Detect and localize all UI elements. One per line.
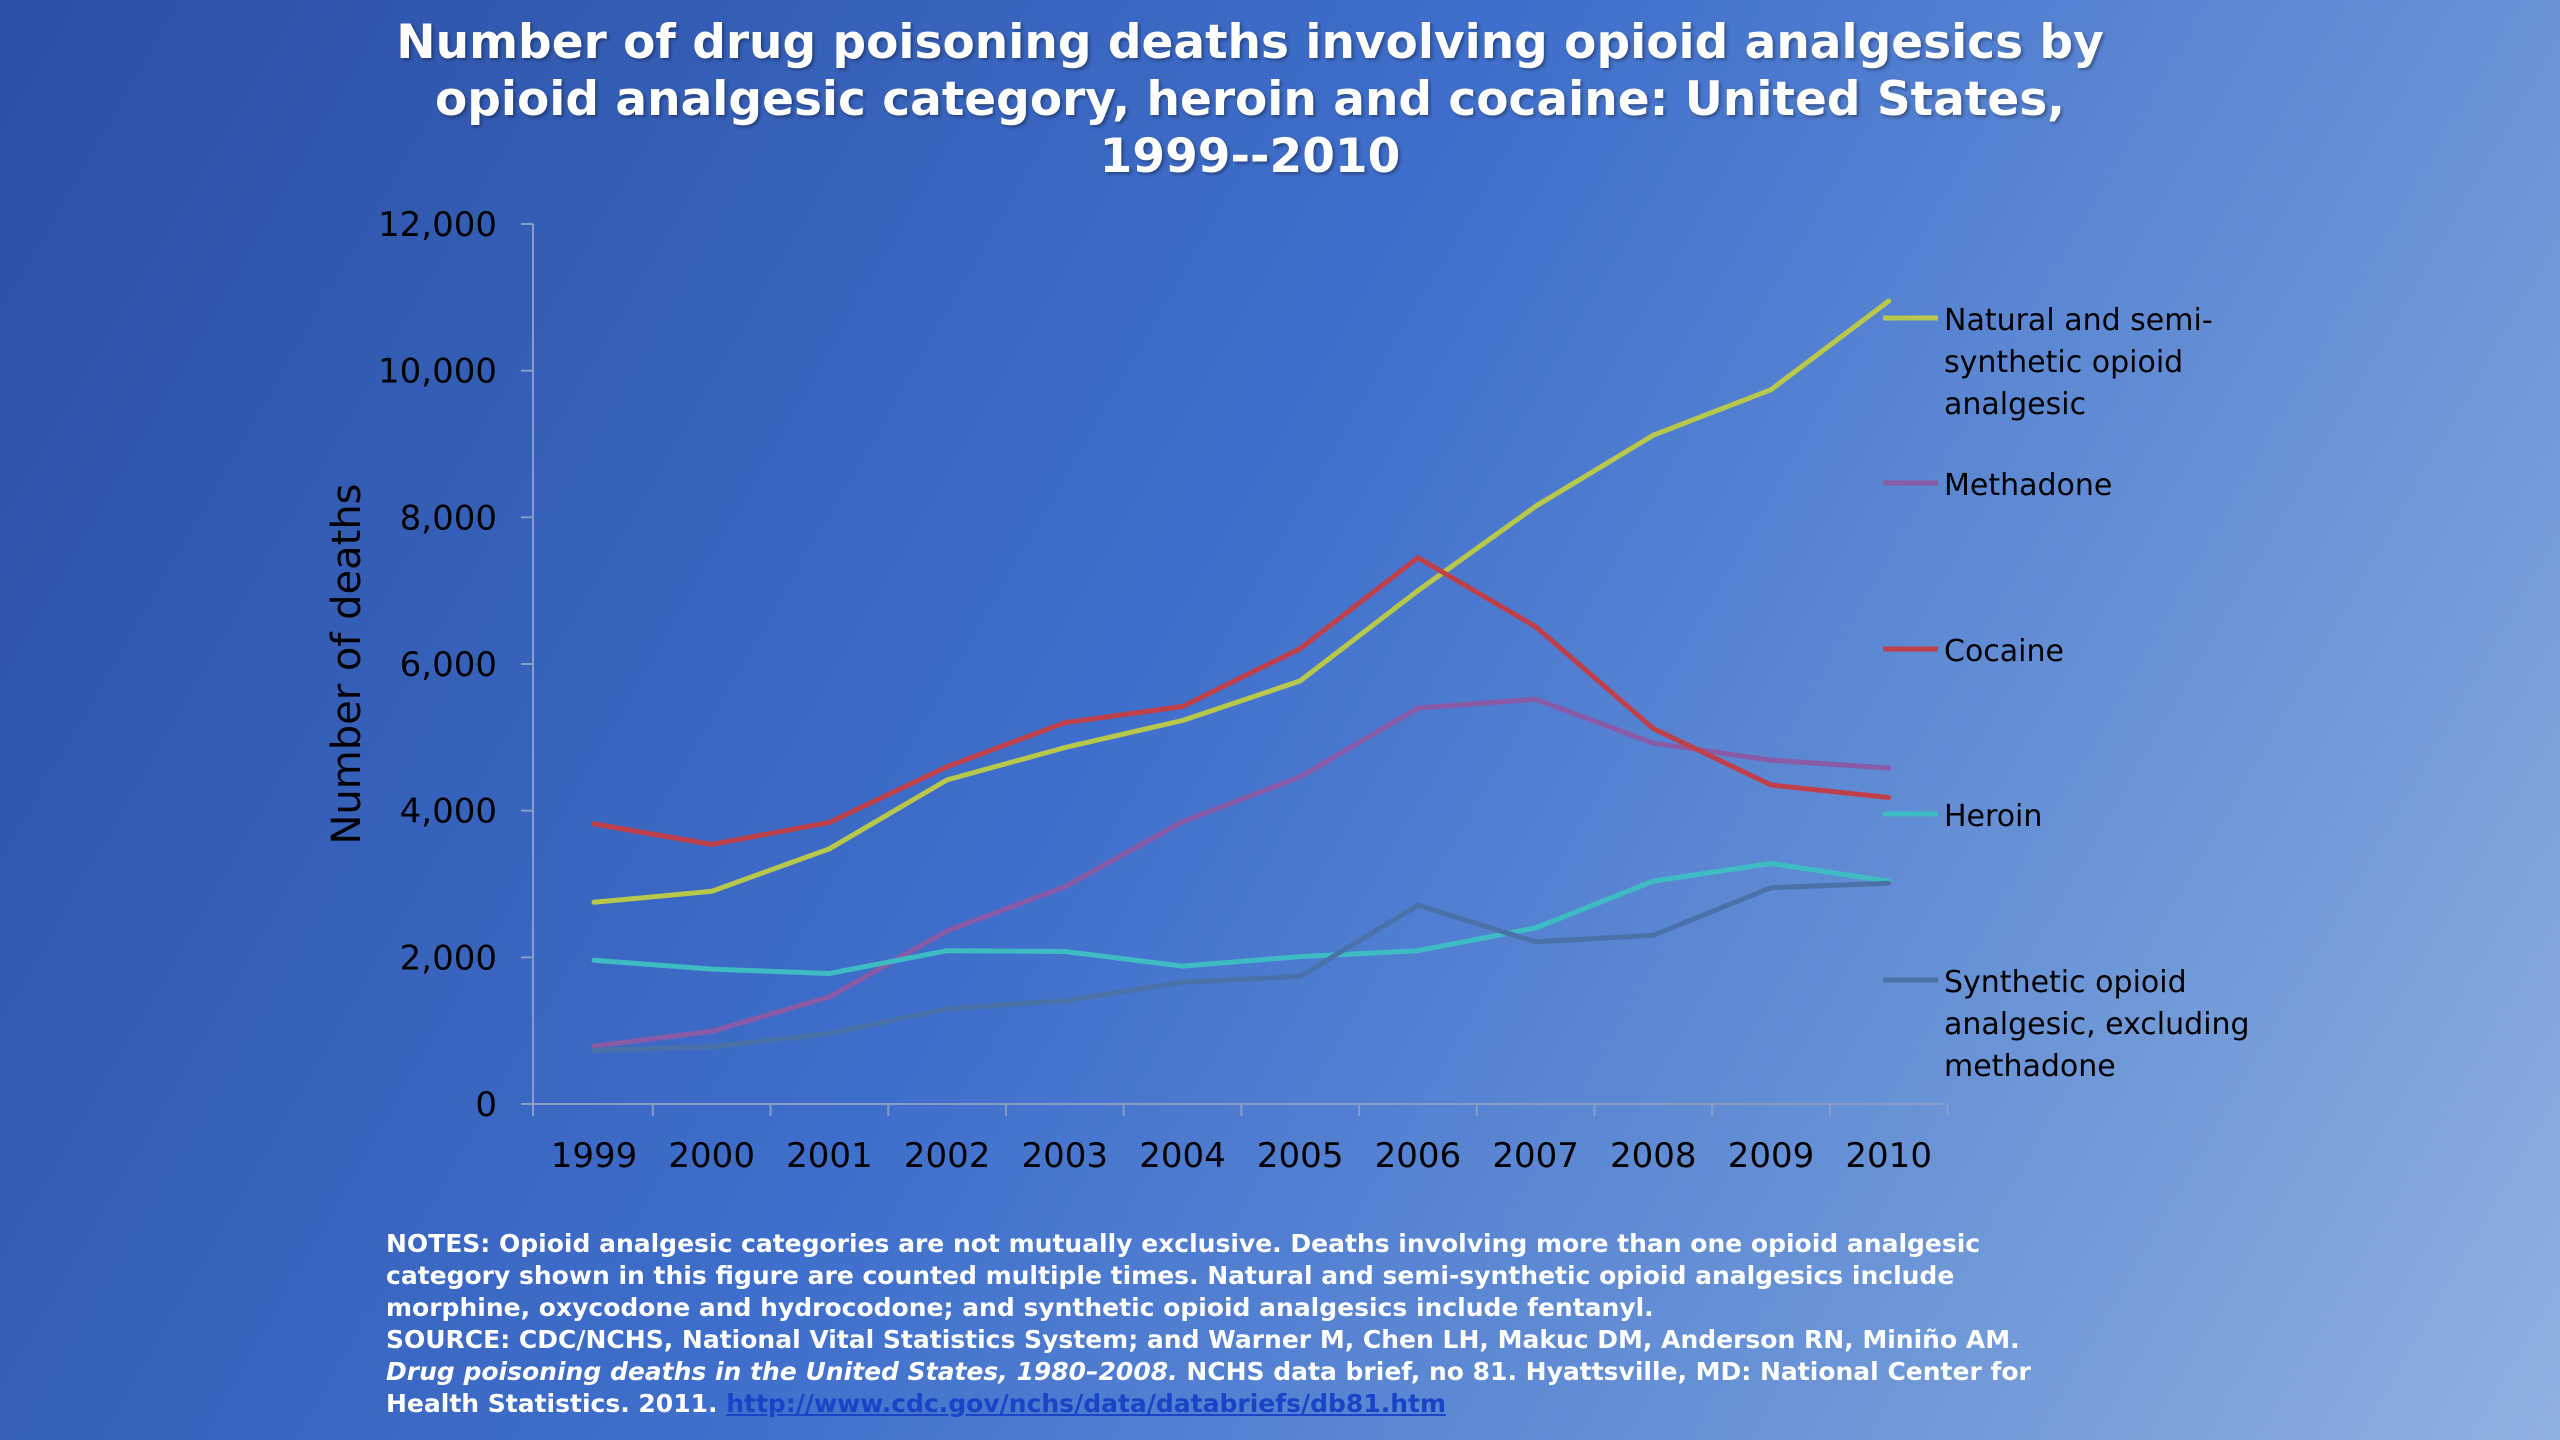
y-tick-label: 0	[475, 1085, 497, 1125]
source-publication-title: Drug poisoning deaths in the United Stat…	[386, 1357, 1178, 1386]
source-line-2: Drug poisoning deaths in the United Stat…	[386, 1356, 2106, 1388]
legend-label: Natural and semi-	[1944, 303, 2213, 338]
source-publication-details: NCHS data brief, no 81. Hyattsville, MD:…	[1177, 1357, 2031, 1386]
chart-title-line-2: opioid analgesic category, heroin and co…	[434, 72, 2066, 127]
legend-label: Methadone	[1944, 468, 2112, 503]
x-tick-label: 2000	[668, 1136, 755, 1176]
x-tick-label: 2007	[1492, 1136, 1579, 1176]
legend-label: analgesic, excluding	[1944, 1007, 2250, 1042]
y-tick-label: 6,000	[400, 645, 497, 685]
x-tick-label: 2010	[1845, 1136, 1932, 1176]
notes-line-3: morphine, oxycodone and hydrocodone; and…	[386, 1293, 1654, 1322]
x-tick-label: 2006	[1375, 1136, 1462, 1176]
legend-label: synthetic opioid	[1944, 345, 2183, 380]
notes-line-2: category shown in this figure are counte…	[386, 1261, 1955, 1290]
series-line-1	[591, 696, 1892, 1049]
x-tick-label: 2002	[904, 1136, 991, 1176]
source-link[interactable]: http://www.cdc.gov/nchs/data/databriefs/…	[726, 1389, 1447, 1418]
x-tick-label: 2005	[1257, 1136, 1344, 1176]
y-tick-label: 10,000	[378, 352, 497, 392]
y-tick-label: 2,000	[400, 938, 497, 978]
series-line-2	[591, 555, 1892, 847]
source-line-3: Health Statistics. 2011. http://www.cdc.…	[386, 1388, 2106, 1420]
series-line-3	[591, 861, 1892, 976]
y-tick-label: 8,000	[400, 498, 497, 538]
source-line-1: SOURCE: CDC/NCHS, National Vital Statist…	[386, 1325, 2020, 1354]
y-tick-label: 4,000	[400, 792, 497, 832]
chart-title-line-3: 1999--2010	[1099, 129, 1401, 184]
legend-label: methadone	[1944, 1049, 2116, 1084]
x-tick-label: 2009	[1728, 1136, 1815, 1176]
notes-block: NOTES: Opioid analgesic categories are n…	[386, 1228, 2106, 1420]
legend-label: Heroin	[1944, 799, 2042, 834]
y-tick-label: 12,000	[378, 205, 497, 245]
x-tick-label: 2008	[1610, 1136, 1697, 1176]
x-tick-label: 1999	[551, 1136, 638, 1176]
x-tick-label: 2001	[786, 1136, 873, 1176]
source-publisher: Health Statistics. 2011.	[386, 1389, 727, 1418]
chart-title-line-1: Number of drug poisoning deaths involvin…	[396, 15, 2104, 70]
x-tick-label: 2004	[1139, 1136, 1226, 1176]
x-tick-label: 2003	[1022, 1136, 1109, 1176]
legend-label: analgesic	[1944, 387, 2086, 422]
legend-label: Cocaine	[1944, 634, 2064, 669]
series-line-4	[591, 880, 1892, 1053]
notes-line-1: NOTES: Opioid analgesic categories are n…	[386, 1229, 1981, 1258]
series-line-0	[591, 298, 1892, 905]
legend-label: Synthetic opioid	[1944, 965, 2187, 1000]
y-axis-title: Number of deaths	[324, 483, 370, 844]
chart-title: Number of drug poisoning deaths involvin…	[320, 14, 2180, 185]
